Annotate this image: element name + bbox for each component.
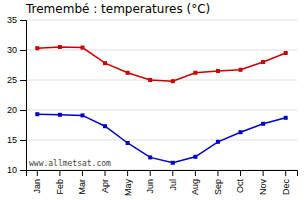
marker — [126, 71, 130, 75]
marker — [126, 141, 130, 145]
x-axis: Jan Feb Mar Apr May Jun Jul Aug Sep Oct Nov Dec — [27, 170, 298, 196]
marker — [193, 71, 197, 75]
axis-line — [20, 21, 27, 171]
grid-line — [26, 140, 297, 141]
marker — [216, 69, 220, 73]
tick-mark — [240, 170, 241, 176]
tick-label: Sep — [213, 179, 223, 195]
tick-mark — [37, 170, 38, 176]
tick-mark — [263, 170, 264, 176]
tick-label: Jan — [32, 179, 42, 194]
grid — [26, 20, 297, 170]
marker — [103, 124, 107, 128]
tick-label: Oct — [235, 179, 245, 194]
tick: 10 — [7, 165, 26, 175]
tick-label: May — [123, 179, 133, 197]
chart-container: 10 15 20 25 30 35 Jan Feb Mar Apr May Jun Jul Aug Sep O… — [0, 0, 305, 200]
tick-label: Nov — [258, 179, 268, 196]
marks — [35, 45, 287, 165]
marker — [193, 155, 197, 159]
tick-label: 20 — [7, 105, 17, 115]
marker — [261, 60, 265, 64]
tick: Feb — [55, 170, 65, 195]
tick: Nov — [258, 170, 268, 195]
marker — [103, 61, 107, 65]
tick-label: Feb — [55, 179, 65, 195]
tick: Jul — [168, 170, 178, 191]
marker — [261, 122, 265, 126]
marker — [171, 161, 175, 165]
tick-label: 15 — [7, 135, 17, 145]
tick: Sep — [213, 170, 223, 195]
plot: 10 15 20 25 30 35 Jan Feb Mar Apr May Jun Jul Aug Sep O… — [7, 15, 298, 196]
marker — [284, 51, 288, 55]
tick-label: Jun — [145, 179, 155, 194]
marker — [35, 46, 39, 50]
tick-label: Aug — [190, 179, 200, 195]
tick: 20 — [7, 105, 26, 115]
tick: 30 — [7, 45, 26, 55]
marker — [148, 78, 152, 82]
marker — [148, 155, 152, 159]
marker — [171, 79, 175, 83]
tick-label: 35 — [7, 15, 17, 25]
line — [37, 114, 285, 163]
series — [35, 112, 287, 165]
tick-mark — [20, 80, 26, 81]
tick-label: 30 — [7, 45, 17, 55]
marker — [80, 46, 84, 50]
annotation: www.allmetsat.com — [29, 159, 111, 168]
tick-mark — [20, 20, 26, 21]
tick-mark — [105, 170, 106, 176]
tick-mark — [127, 170, 128, 176]
title: Tremembé : temperatures (°C) — [25, 2, 210, 16]
tick-label: Jul — [168, 179, 178, 191]
tick-label: 25 — [7, 75, 17, 85]
tick-mark — [82, 170, 83, 176]
tick-mark — [195, 170, 196, 176]
marker — [58, 45, 62, 49]
tick: 25 — [7, 75, 26, 85]
y-axis: 10 15 20 25 30 35 — [7, 15, 27, 175]
tick-label: Apr — [100, 179, 110, 193]
marker — [284, 116, 288, 120]
tick: Oct — [235, 170, 245, 193]
marker — [35, 112, 39, 116]
series — [35, 45, 287, 83]
tick: Dec — [281, 170, 291, 195]
tick: Jun — [145, 170, 155, 194]
tick-mark — [20, 50, 26, 51]
grid-line — [26, 110, 297, 111]
grid-line — [26, 20, 297, 21]
tick: Apr — [100, 170, 110, 193]
tick: May — [123, 170, 133, 196]
tick-label: 10 — [7, 165, 17, 175]
tick: 35 — [7, 15, 26, 25]
tick: Jan — [32, 170, 42, 194]
tick-mark — [150, 170, 151, 176]
tick-mark — [20, 170, 26, 171]
marker — [58, 113, 62, 117]
tick-mark — [20, 110, 26, 111]
tick-mark — [59, 170, 60, 176]
tick-label: Dec — [281, 179, 291, 196]
tick-mark — [217, 170, 218, 176]
tick-mark — [20, 140, 26, 141]
marker — [216, 140, 220, 144]
tick-mark — [285, 170, 286, 176]
grid-line — [26, 50, 297, 51]
marker — [239, 68, 243, 72]
axis-line — [27, 171, 298, 177]
tick: Aug — [190, 170, 200, 195]
line — [37, 47, 285, 81]
tick-label: Mar — [77, 179, 87, 195]
tick: 15 — [7, 135, 26, 145]
tick-mark — [172, 170, 173, 176]
chart: 10 15 20 25 30 35 Jan Feb Mar Apr May Jun Jul Aug Sep O… — [0, 0, 305, 200]
marker — [239, 130, 243, 134]
marker — [80, 113, 84, 117]
tick: Mar — [77, 170, 87, 195]
